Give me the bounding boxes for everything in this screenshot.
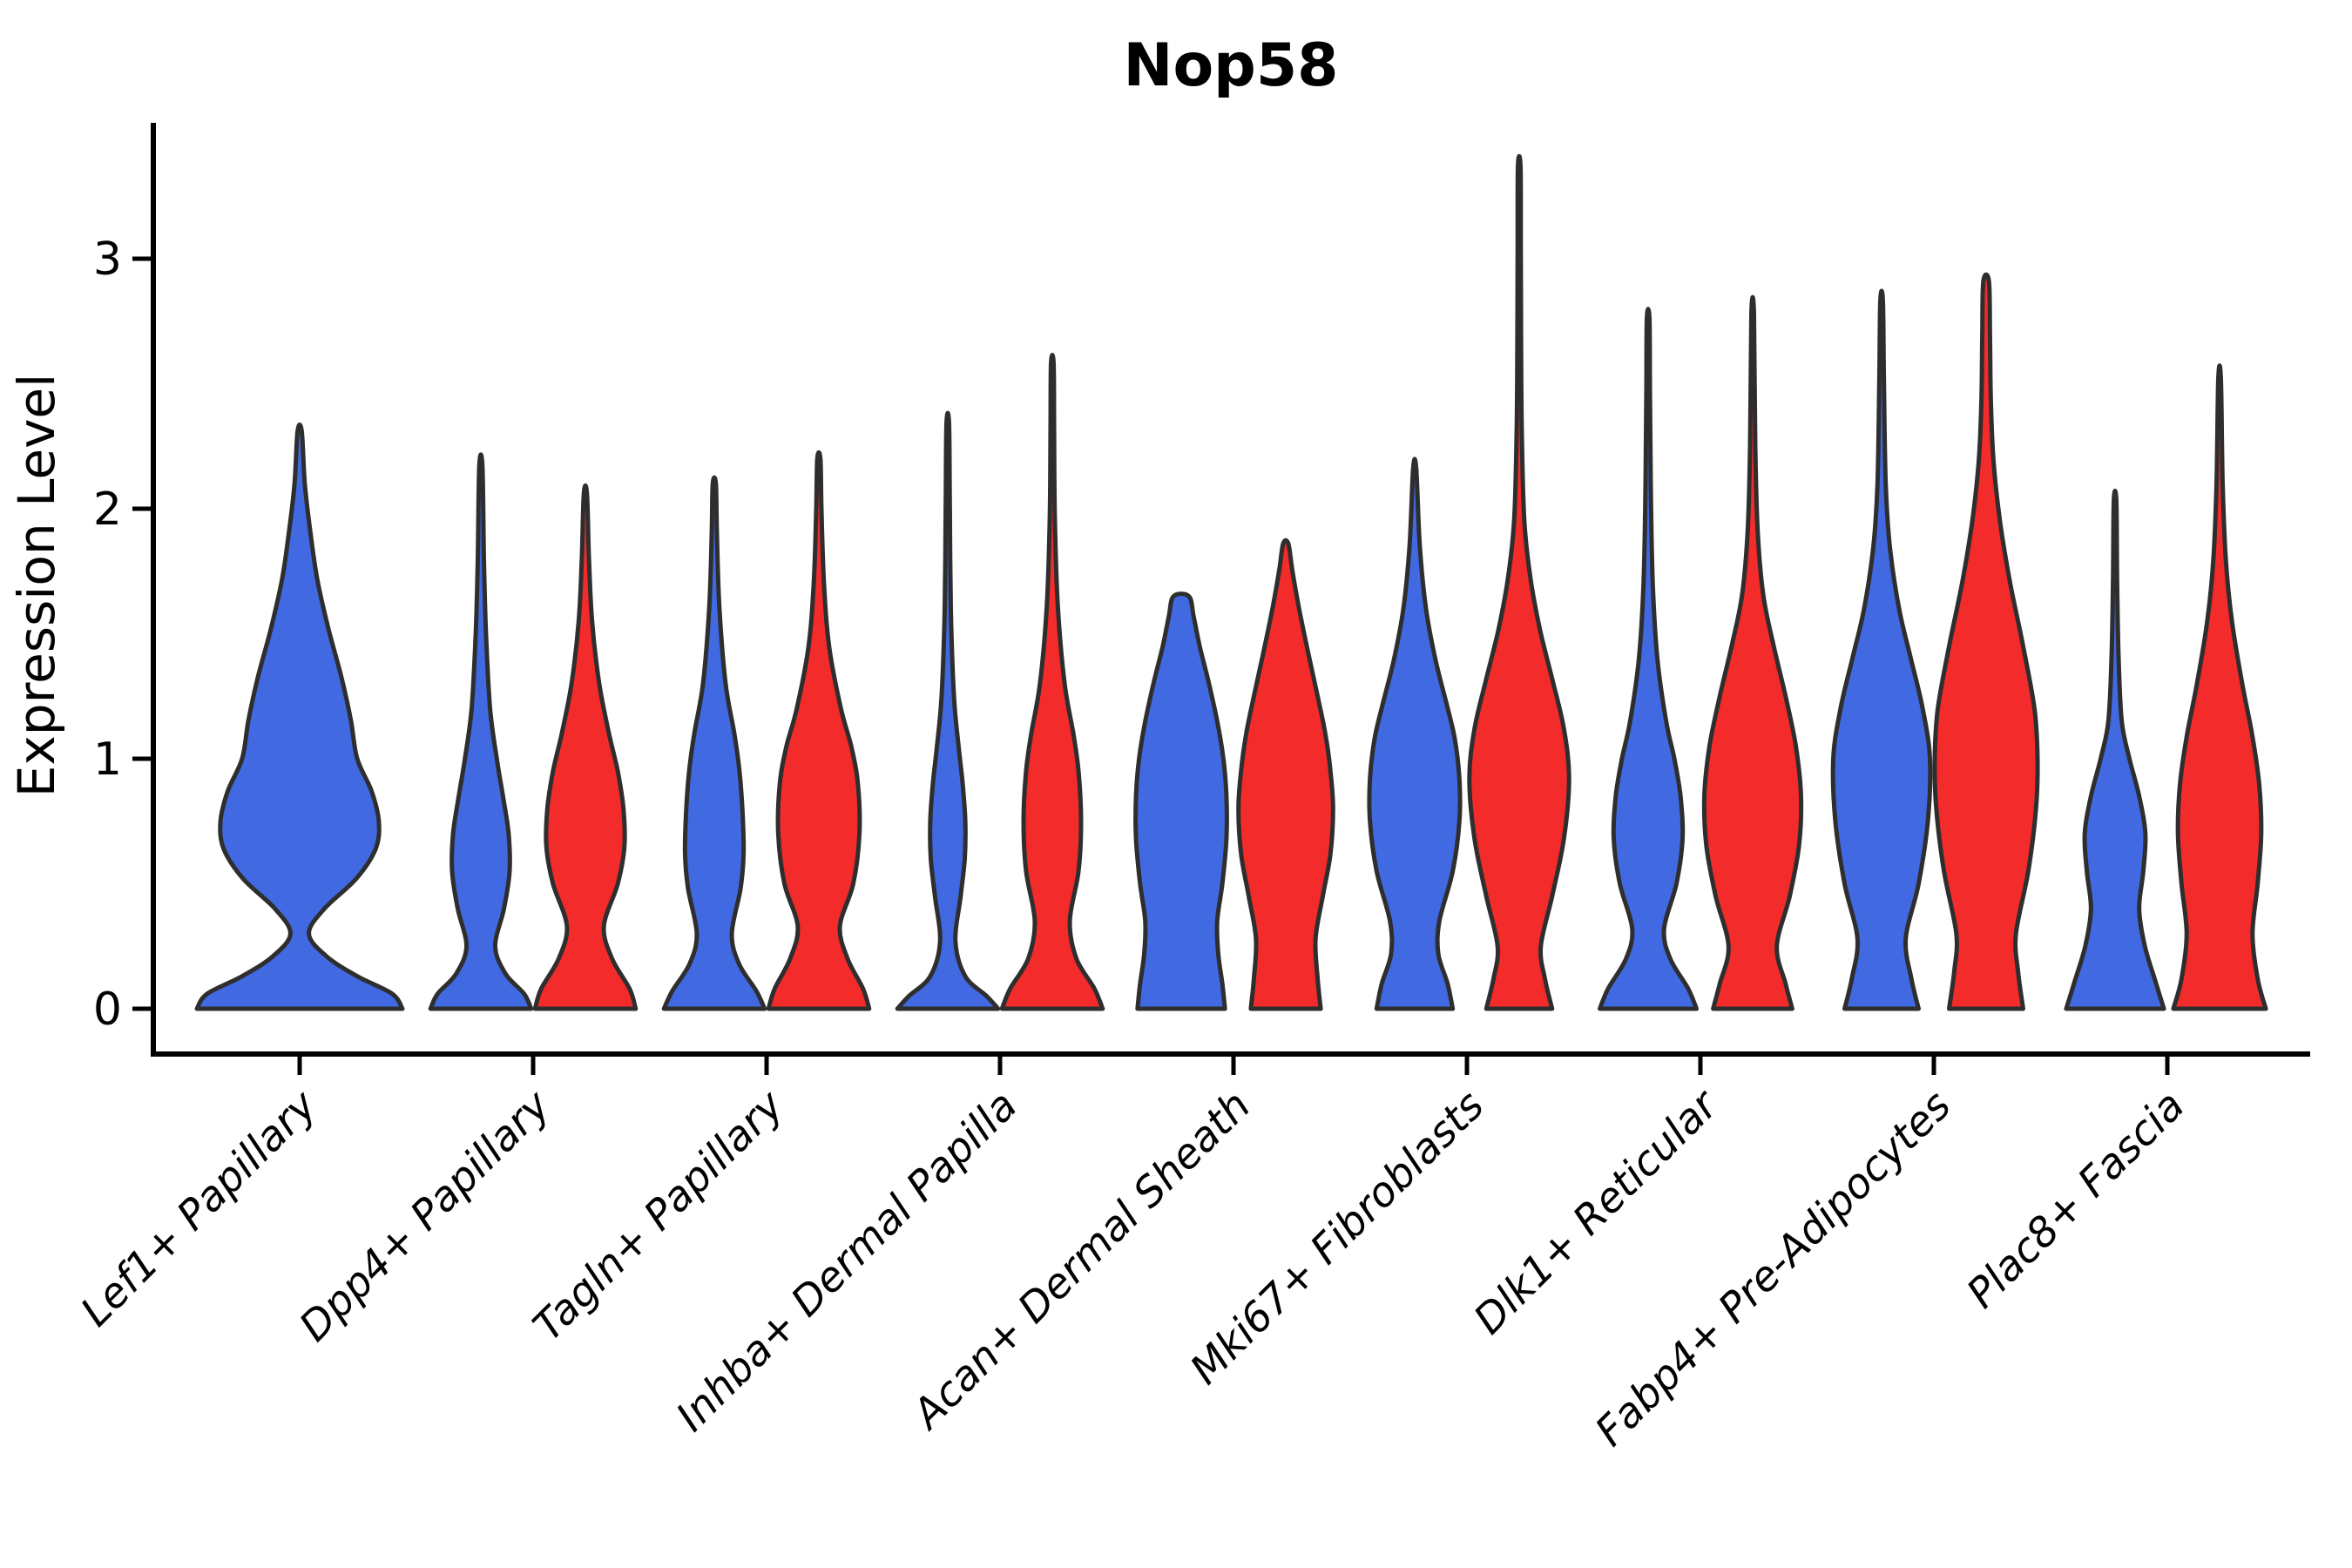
x-tick-label-lef1-papillary: Lef1+ Papillary: [71, 1081, 327, 1336]
x-tick-label-tagln-papillary: Tagln+ Papillary: [524, 1081, 794, 1351]
violins-layer: [194, 153, 2268, 1011]
violin-dlk1-reticular-blue: [1598, 307, 1699, 1011]
y-tick-label: 0: [93, 983, 122, 1036]
violin-acan-dermal-sheath-blue: [1133, 591, 1229, 1011]
violin-tagln-papillary-red: [766, 449, 872, 1011]
violin-tagln-papillary-blue: [661, 475, 767, 1011]
violin-dpp4-papillary-blue: [428, 452, 534, 1011]
y-tick-label: 3: [93, 233, 122, 286]
violin-inhba-dermal-papilla-blue: [895, 410, 1001, 1011]
violin-dlk1-reticular-red: [1701, 294, 1804, 1011]
x-tick-label-dlk1-reticular: Dlk1+ Reticular: [1465, 1080, 1729, 1344]
y-axis-label: Expression Level: [7, 374, 66, 797]
violin-mki67-fibroblasts-red: [1467, 153, 1571, 1011]
violin-inhba-dermal-papilla-red: [999, 352, 1105, 1011]
x-tick-label-dpp4-papillary: Dpp4+ Papillary: [290, 1081, 560, 1351]
chart-title: Nop58: [1124, 31, 1339, 100]
violin-plac8-fascia-red: [2171, 363, 2268, 1011]
violin-plac8-fascia-blue: [2064, 489, 2166, 1011]
violin-fabp4-pre-adipocytes-blue: [1830, 288, 1933, 1011]
violin-fabp4-pre-adipocytes-red: [1932, 272, 2040, 1011]
violin-acan-dermal-sheath-red: [1236, 537, 1335, 1011]
violin-lef1-papillary-blue: [194, 422, 405, 1011]
y-tick-label: 2: [93, 483, 122, 536]
y-tick-label: 1: [93, 733, 122, 786]
violin-dpp4-papillary-red: [532, 483, 639, 1011]
y-ticks: 0 1 2 3: [93, 233, 153, 1036]
x-tick-label-plac8-fascia: Plac8+ Fascia: [1957, 1082, 2193, 1318]
violin-mki67-fibroblasts-blue: [1367, 456, 1463, 1011]
